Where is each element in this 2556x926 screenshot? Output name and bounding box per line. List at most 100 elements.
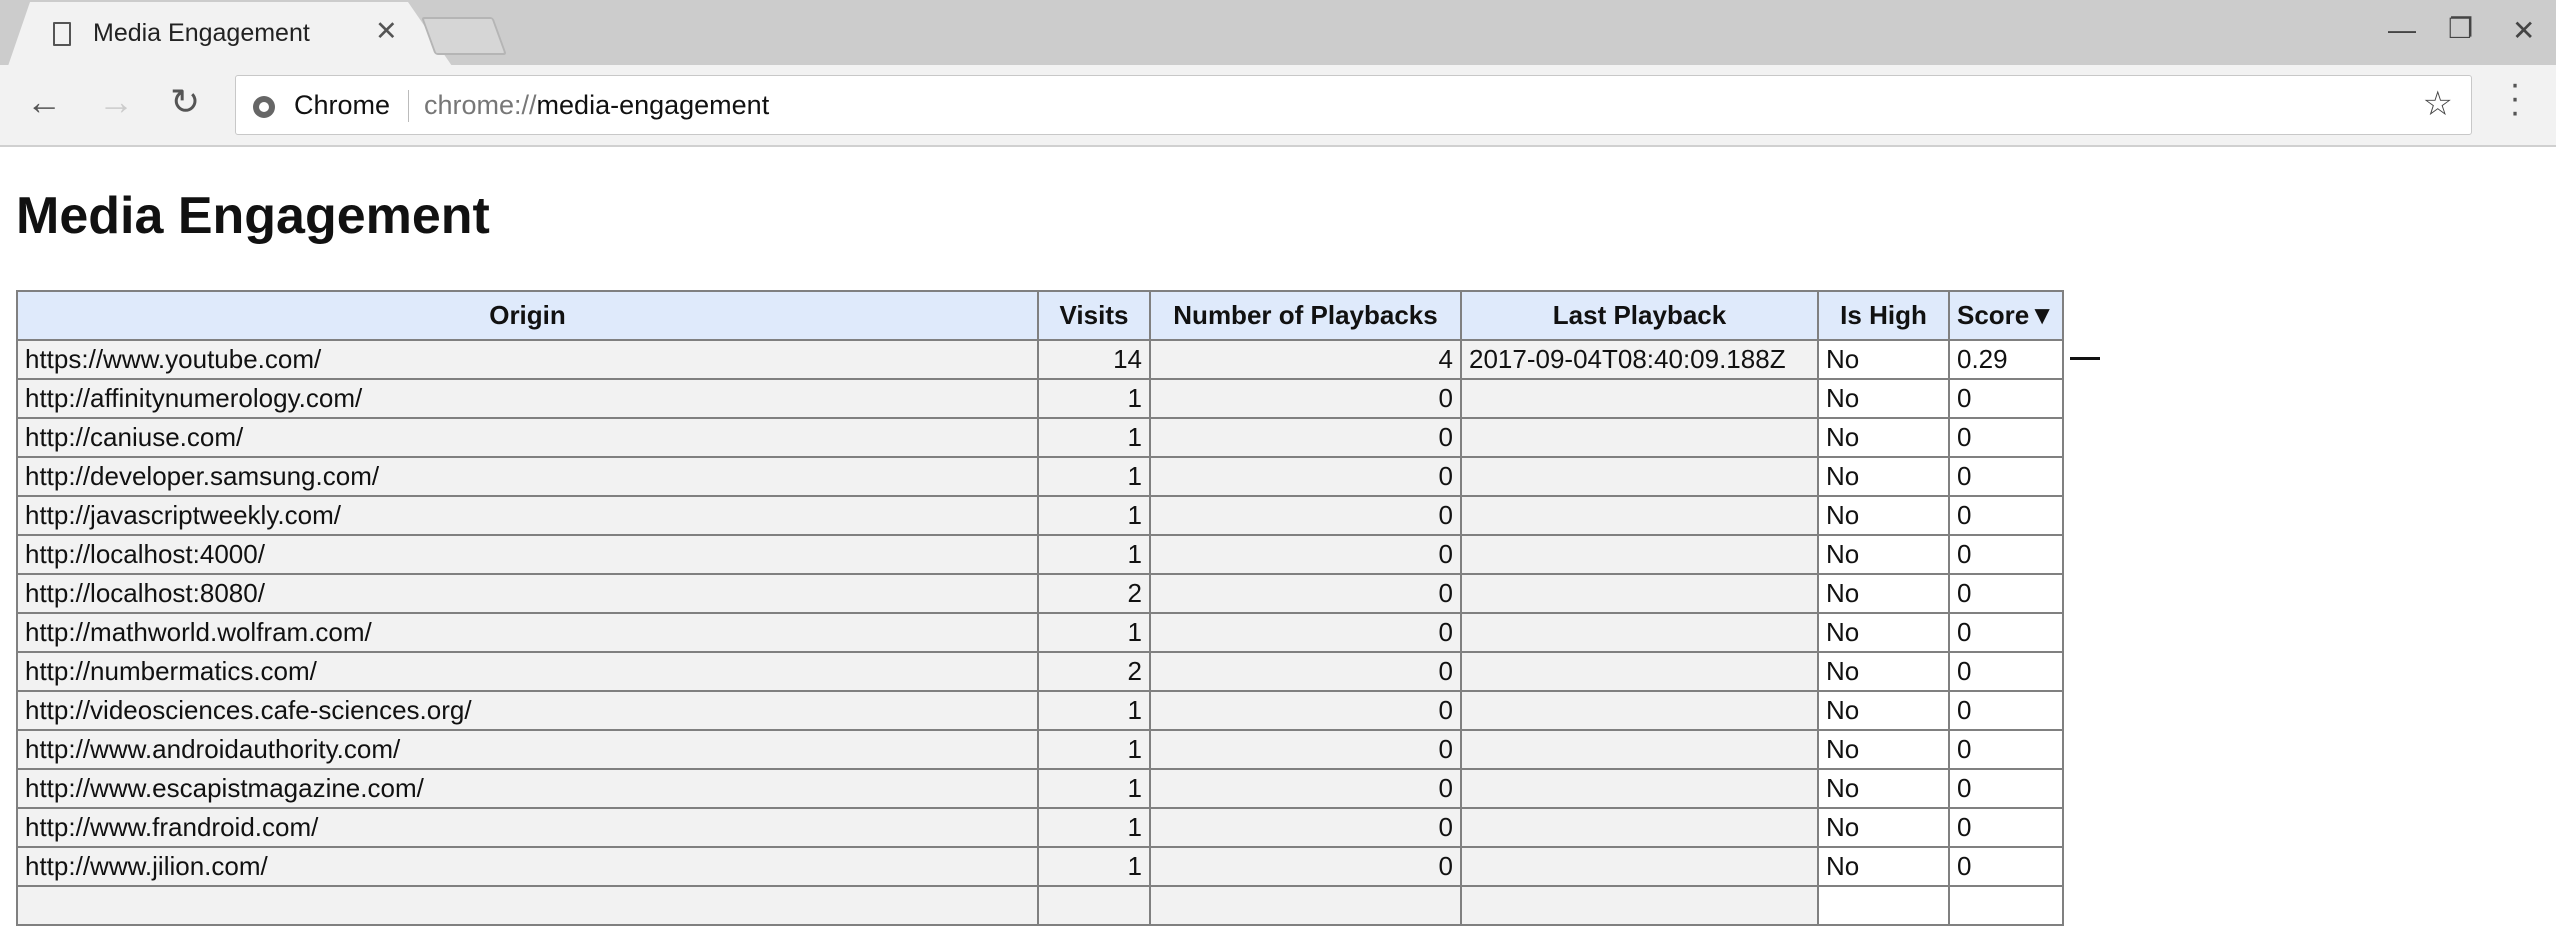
tab-close-icon[interactable]: ✕ [375, 16, 398, 46]
cell-last-playback [1460, 807, 1819, 848]
header-score[interactable]: Score▼ [1948, 290, 2064, 341]
dash-mark [2070, 357, 2100, 360]
cell-visits: 1 [1037, 456, 1151, 497]
table-row: http://numbermatics.com/2 0 No 0 [16, 651, 2064, 692]
cell-score: 0 [1948, 612, 2064, 653]
cell-visits: 1 [1037, 768, 1151, 809]
cell-playbacks: 0 [1149, 495, 1462, 536]
cell-origin: http://caniuse.com/ [16, 417, 1039, 458]
tab-title: Media Engagement [93, 19, 310, 47]
cell-last-playback [1460, 378, 1819, 419]
cell-is-high: No [1817, 339, 1950, 380]
cell-is-high: No [1817, 495, 1950, 536]
cell-score: 0 [1948, 417, 2064, 458]
cell-visits: 1 [1037, 807, 1151, 848]
url-text[interactable]: chrome://media-engagement [424, 90, 769, 121]
cell-origin [16, 885, 1039, 926]
table-row: http://www.jilion.com/1 0 No 0 [16, 846, 2064, 887]
cell-visits: 14 [1037, 339, 1151, 380]
cell-playbacks: 0 [1149, 846, 1462, 887]
bookmark-star-icon[interactable]: ☆ [2422, 85, 2453, 123]
back-icon[interactable]: ← [26, 81, 62, 122]
cell-score: 0 [1948, 690, 2064, 731]
cell-playbacks: 0 [1149, 729, 1462, 770]
cell-last-playback [1460, 417, 1819, 458]
cell-playbacks: 0 [1149, 378, 1462, 419]
cell-playbacks: 0 [1149, 417, 1462, 458]
cell-playbacks: 0 [1149, 456, 1462, 497]
cell-playbacks: 0 [1149, 768, 1462, 809]
cell-is-high: No [1817, 534, 1950, 575]
forward-icon[interactable]: → [98, 81, 134, 122]
url-scheme: chrome:// [424, 90, 537, 120]
cell-origin: https://www.youtube.com/ [16, 339, 1039, 380]
cell-visits: 1 [1037, 690, 1151, 731]
new-tab-button[interactable] [421, 17, 507, 55]
close-window-icon[interactable]: ✕ [2512, 15, 2536, 46]
cell-score: 0 [1948, 456, 2064, 497]
cell-visits: 2 [1037, 573, 1151, 614]
menu-icon[interactable]: · · · [2509, 65, 2521, 131]
cell-playbacks: 0 [1149, 690, 1462, 731]
table-row: http://videosciences.cafe-sciences.org/1… [16, 690, 2064, 731]
cell-origin: http://developer.samsung.com/ [16, 456, 1039, 497]
engagement-table: Origin Visits Number of Playbacks Last Play… [16, 290, 2064, 926]
cell-last-playback [1460, 768, 1819, 809]
cell-playbacks: 0 [1149, 807, 1462, 848]
table-row: http://localhost:8080/2 0 No 0 [16, 573, 2064, 614]
cell-score: 0 [1948, 846, 2064, 887]
cell-origin: http://www.androidauthority.com/ [16, 729, 1039, 770]
cell-last-playback [1460, 690, 1819, 731]
cell-visits: 1 [1037, 495, 1151, 536]
address-bar[interactable]: Chrome chrome://media-engagement ☆ [235, 75, 2472, 135]
cell-is-high [1817, 885, 1950, 926]
cell-score: 0 [1948, 378, 2064, 419]
cell-is-high: No [1817, 651, 1950, 692]
cell-is-high: No [1817, 612, 1950, 653]
cell-is-high: No [1817, 807, 1950, 848]
header-origin[interactable]: Origin [16, 290, 1039, 341]
cell-playbacks: 0 [1149, 534, 1462, 575]
table-row: http://www.escapistmagazine.com/1 0 No 0 [16, 768, 2064, 809]
cell-score: 0 [1948, 807, 2064, 848]
cell-playbacks: 0 [1149, 573, 1462, 614]
cell-last-playback [1460, 885, 1819, 926]
header-is-high[interactable]: Is High [1817, 290, 1950, 341]
table-row: http://developer.samsung.com/1 0 No 0 [16, 456, 2064, 497]
cell-origin: http://localhost:8080/ [16, 573, 1039, 614]
header-playbacks[interactable]: Number of Playbacks [1149, 290, 1462, 341]
cell-last-playback [1460, 846, 1819, 887]
cell-visits: 1 [1037, 378, 1151, 419]
chrome-icon [253, 96, 275, 118]
cell-is-high: No [1817, 573, 1950, 614]
header-visits[interactable]: Visits [1037, 290, 1151, 341]
table-row: http://www.frandroid.com/1 0 No 0 [16, 807, 2064, 848]
restore-icon[interactable]: ❐ [2448, 13, 2474, 44]
cell-is-high: No [1817, 417, 1950, 458]
table-row: http://localhost:4000/1 0 No 0 [16, 534, 2064, 575]
cell-last-playback: 2017-09-04T08:40:09.188Z [1460, 339, 1819, 380]
cell-score: 0 [1948, 495, 2064, 536]
cell-score: 0 [1948, 534, 2064, 575]
site-chip: Chrome [294, 90, 391, 120]
table-row: http://javascriptweekly.com/1 0 No 0 [16, 495, 2064, 536]
table-row: http://affinitynumerology.com/1 0 No 0 [16, 378, 2064, 419]
cell-playbacks: 4 [1149, 339, 1462, 380]
cell-is-high: No [1817, 729, 1950, 770]
cell-origin: http://videosciences.cafe-sciences.org/ [16, 690, 1039, 731]
tab-media-engagement[interactable]: Media Engagement ✕ [8, 2, 452, 66]
minimize-icon[interactable]: — [2388, 14, 2416, 45]
cell-visits [1037, 885, 1151, 926]
header-last-playback[interactable]: Last Playback [1460, 290, 1819, 341]
cell-score: 0.29 [1948, 339, 2064, 380]
cell-origin: http://www.jilion.com/ [16, 846, 1039, 887]
cell-visits: 1 [1037, 534, 1151, 575]
cell-is-high: No [1817, 690, 1950, 731]
cell-last-playback [1460, 573, 1819, 614]
toolbar: ← → ↻ Chrome chrome://media-engagement ☆… [0, 65, 2556, 147]
cell-origin: http://javascriptweekly.com/ [16, 495, 1039, 536]
cell-visits: 1 [1037, 729, 1151, 770]
reload-icon[interactable]: ↻ [170, 81, 201, 122]
cell-playbacks: 0 [1149, 612, 1462, 653]
table-row: https://www.youtube.com/14 4 2017-09-04T08… [16, 339, 2064, 380]
